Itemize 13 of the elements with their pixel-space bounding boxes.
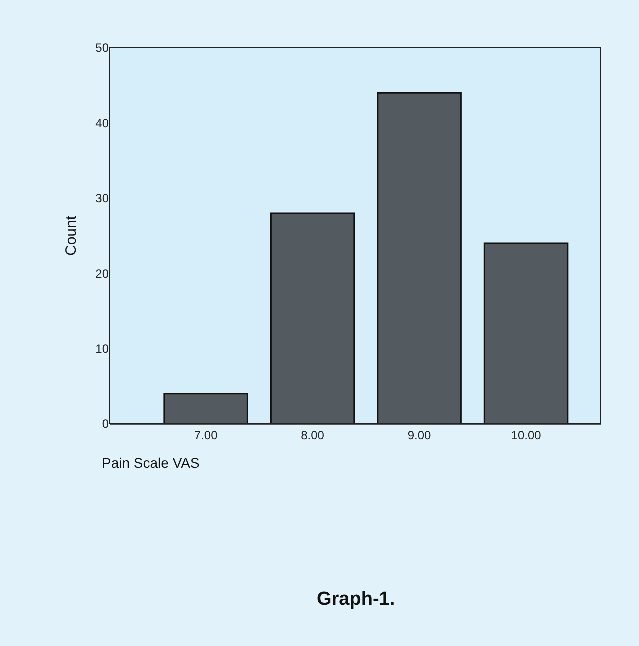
x-tick-label: 7.00: [194, 428, 218, 442]
text: Graph-1.: [317, 589, 396, 610]
y-axis-title: Count: [62, 215, 80, 256]
y-tick-label: 20: [96, 266, 110, 281]
x-axis-title: Pain Scale VAS: [102, 455, 200, 471]
x-tick-label: 9.00: [408, 428, 432, 442]
y-tick-label: 30: [96, 192, 110, 206]
y-tick-label: 10: [96, 342, 110, 356]
y-tick-label: 0: [102, 417, 110, 432]
y-tick-label: 50: [96, 41, 110, 56]
x-tick-label: 8.00: [301, 428, 325, 442]
y-tick-label: 40: [96, 116, 110, 130]
x-tick-label: 10.00: [511, 428, 542, 442]
